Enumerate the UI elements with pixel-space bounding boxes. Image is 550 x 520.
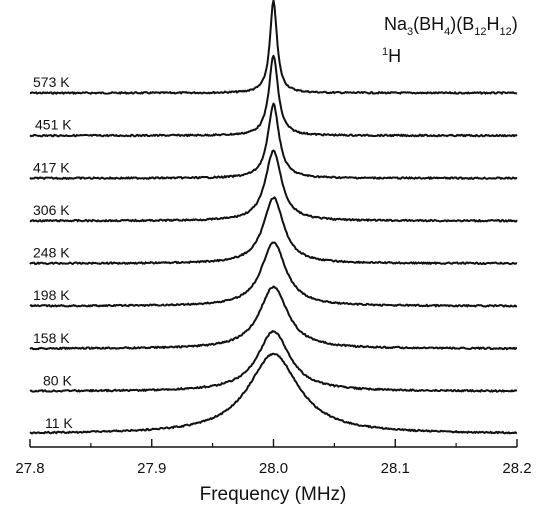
temperature-label: 198 K [33,287,70,303]
spectrum-trace-80-K [29,330,518,393]
formula-part: )(B [450,14,474,34]
temperature-label: 158 K [33,330,70,346]
formula-part: H [487,14,500,34]
formula-part: Na [384,14,408,34]
spectrum-trace-451-K [29,54,518,138]
formula-subscript: 12 [500,26,512,38]
spectrum-trace-306-K [29,149,518,223]
x-axis-ticks: 27.8 27.9 28.0 28.1 28.2 [15,439,532,477]
spectrum-trace-11-K [29,352,518,435]
formula-subscript: 3 [407,26,413,38]
spectra-traces [29,0,518,435]
x-tick-label: 28.2 [502,460,531,477]
temperature-label: 11 K [45,415,73,431]
temperature-label: 80 K [43,372,72,388]
temperature-label: 306 K [33,202,70,218]
x-tick-label: 27.8 [15,460,44,477]
x-tick-label: 28.1 [381,460,410,477]
spectrum-trace-573-K [29,0,518,95]
x-tick-label: 28.0 [259,460,288,477]
temperature-label: 248 K [33,245,70,261]
formula-part: ) [512,14,518,34]
compound-annotation: Na3(BH4)(B12H12) [384,14,518,38]
x-tick-label: 27.9 [137,460,166,477]
spectrum-trace-198-K [29,241,518,308]
x-axis-title: Frequency (MHz) [200,484,347,505]
temperature-label: 451 K [35,117,72,133]
temperature-labels: 573 K 451 K 417 K 306 K 248 K 198 K 158 K 80 K 1… [33,74,73,431]
temperature-label: 573 K [33,74,70,90]
formula-part: (BH [413,14,444,34]
nucleus-annotation: 1H [382,46,401,66]
formula-subscript: 12 [474,26,486,38]
formula-subscript: 4 [444,26,450,38]
spectrum-trace-417-K [29,102,518,180]
nucleus-mass-number: 1 [382,46,388,58]
spectrum-trace-248-K [29,196,518,266]
spectrum-trace-158-K [29,285,518,351]
nucleus-symbol: H [388,46,401,66]
temperature-label: 417 K [33,159,70,175]
